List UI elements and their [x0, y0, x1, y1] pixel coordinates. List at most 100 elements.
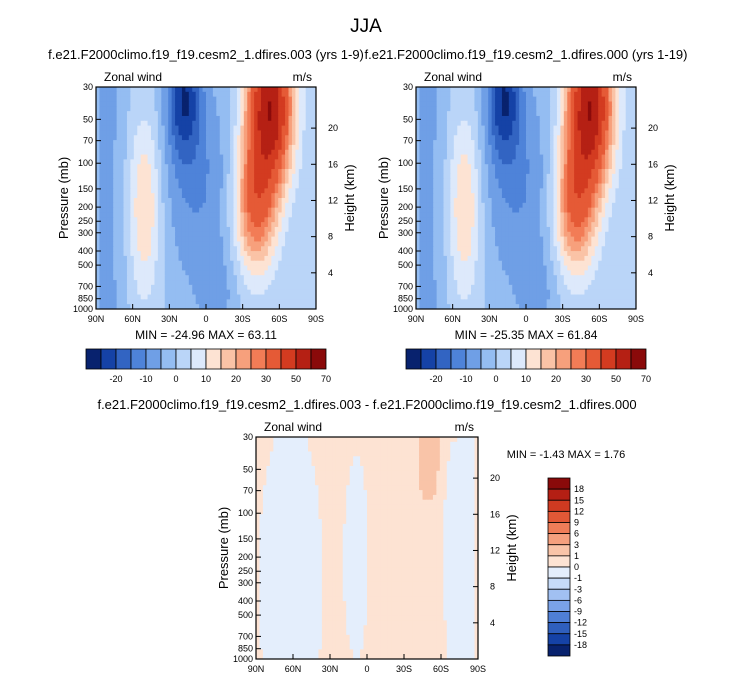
field-cell [594, 135, 599, 141]
field-cell [526, 198, 531, 204]
field-cell [106, 91, 111, 98]
field-cell [570, 217, 575, 223]
field-cell [219, 159, 224, 165]
field-cell [305, 183, 310, 189]
field-cell [216, 159, 221, 165]
field-cell [164, 255, 169, 262]
field-cell [550, 231, 555, 238]
field-cell [209, 294, 214, 300]
field-cell [419, 91, 424, 98]
field-cell [443, 140, 448, 146]
field-cell [267, 284, 272, 291]
field-cell [433, 125, 438, 132]
field-cell [484, 188, 489, 194]
field-cell [219, 87, 224, 93]
field-cell [219, 96, 224, 103]
field-cell [199, 217, 204, 223]
field-cell [546, 188, 551, 194]
field-cell [467, 178, 472, 185]
field-cell [419, 106, 424, 112]
field-cell [185, 265, 190, 271]
field-cell [102, 207, 107, 214]
field-cell [553, 226, 558, 233]
field-cell [233, 198, 238, 204]
field-cell [433, 183, 438, 189]
field-cell [233, 226, 238, 233]
field-cell [474, 169, 479, 175]
field-cell [274, 246, 279, 252]
field-cell [185, 140, 190, 146]
y-tick-label: 1000 [73, 304, 93, 314]
field-cell [212, 154, 217, 160]
field-cell [587, 226, 592, 233]
field-cell [223, 236, 228, 243]
field-cell [223, 260, 228, 267]
field-cell [126, 135, 131, 141]
field-cell [113, 280, 118, 286]
field-cell [212, 178, 217, 185]
field-cell [202, 101, 207, 107]
field-cell [130, 226, 135, 233]
field-cell [501, 164, 506, 170]
field-cell [236, 260, 241, 267]
field-cell [605, 217, 610, 223]
field-cell [618, 149, 623, 156]
field-cell [285, 173, 290, 180]
field-cell [212, 96, 217, 103]
field-cell [240, 188, 245, 194]
field-cell [285, 149, 290, 156]
field-cell [587, 140, 592, 146]
field-cell [594, 198, 599, 204]
field-cell [422, 96, 427, 103]
field-cell [206, 144, 211, 151]
field-cell [240, 144, 245, 151]
field-cell [133, 289, 138, 296]
field-cell [426, 135, 431, 141]
field-cell [247, 207, 252, 214]
field-cell [133, 265, 138, 271]
field-cell [171, 251, 176, 257]
field-cell [175, 140, 180, 146]
field-cell [471, 193, 476, 199]
field-cell [611, 193, 616, 199]
field-cell [212, 255, 217, 262]
field-cell [206, 149, 211, 156]
field-cell [247, 106, 252, 112]
field-cell [471, 231, 476, 238]
field-cell [240, 260, 245, 267]
field-cell [488, 198, 493, 204]
field-cell [622, 231, 627, 238]
field-cell [577, 226, 582, 233]
field-cell [512, 87, 517, 93]
field-cell [247, 193, 252, 199]
field-cell [212, 284, 217, 291]
field-cell [99, 164, 104, 170]
field-cell [206, 284, 211, 291]
field-cell [147, 183, 152, 189]
field-cell [99, 217, 104, 223]
field-cell [453, 183, 458, 189]
field-cell [312, 260, 316, 267]
field-cell [247, 149, 252, 156]
field-cell [140, 125, 145, 132]
field-cell [587, 135, 592, 141]
field-cell [230, 270, 235, 276]
field-cell [501, 188, 506, 194]
field-cell [505, 101, 510, 107]
field-cell [584, 130, 589, 136]
field-cell [605, 140, 610, 146]
field-cell [154, 183, 159, 189]
field-cell [271, 149, 276, 156]
field-cell [309, 251, 314, 257]
field-cell [495, 173, 500, 180]
field-cell [243, 183, 248, 189]
field-cell [181, 164, 186, 170]
field-cell [501, 159, 506, 165]
field-cell [464, 130, 469, 136]
field-cell [526, 159, 531, 165]
field-cell [202, 164, 207, 170]
field-cell [611, 217, 616, 223]
field-cell [312, 111, 316, 117]
field-cell [168, 270, 173, 276]
field-cell [250, 246, 255, 252]
